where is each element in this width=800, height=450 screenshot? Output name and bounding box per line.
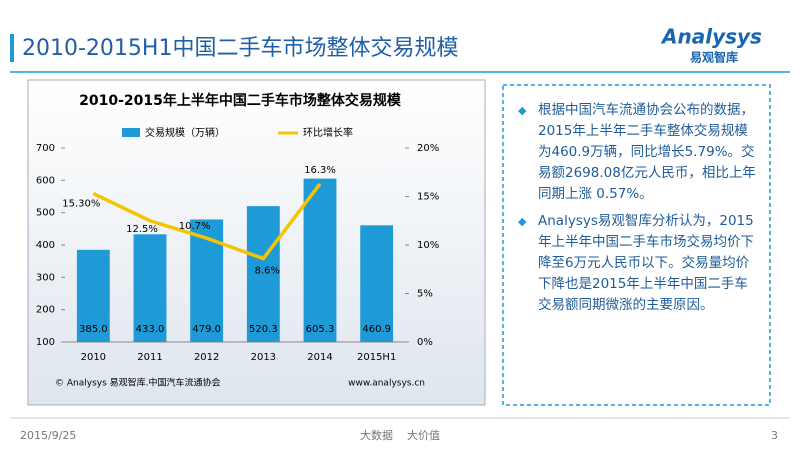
logo-sub: 易观智库 (690, 50, 738, 65)
y-tick-label: 700 (36, 143, 55, 154)
logo: Analysys (660, 25, 762, 49)
y2-tick-label: 0% (417, 337, 433, 348)
line (92, 182, 322, 261)
title-bar (10, 34, 14, 62)
y2-tick-label: 10% (417, 240, 439, 251)
x-tick-label: 2013 (251, 352, 276, 363)
bar (303, 178, 337, 342)
y2-tick-label: 15% (417, 192, 439, 203)
source: © Analysys 易观智库.中国汽车流通协会 (55, 377, 221, 389)
line-label: 8.6% (255, 266, 280, 277)
bar-label: 479.0 (192, 324, 221, 335)
line-label: 15.30% (62, 199, 100, 210)
y-tick-label: 400 (36, 240, 55, 251)
y-tick-label: 500 (36, 208, 55, 219)
bar-label: 460.9 (362, 324, 391, 335)
bar-label: 433.0 (136, 324, 165, 335)
y2-tick-label: 5% (417, 289, 433, 300)
bar (360, 225, 394, 342)
footer-date: 2015/9/25 (20, 429, 76, 442)
x-tick-label: 2011 (137, 352, 162, 363)
footer-slogan: 大数据 大价值 (360, 428, 440, 442)
y-tick-label: 600 (36, 175, 55, 186)
page-number: 3 (771, 429, 778, 442)
y2-tick-label: 20% (417, 143, 439, 154)
x-tick-label: 2015H1 (357, 352, 396, 363)
x-tick-label: 2012 (194, 352, 219, 363)
bar-label: 605.3 (306, 324, 335, 335)
y-tick-label: 100 (36, 337, 55, 348)
text-box (502, 84, 771, 406)
x-tick-label: 2014 (307, 352, 332, 363)
bar (133, 234, 167, 342)
x-tick-label: 2010 (81, 352, 106, 363)
chart-title: 2010-2015年上半年中国二手车市场整体交易规模 (79, 92, 402, 109)
bullet: 根据中国汽车流通协会公布的数据，2015年上半年二手车整体交易规模为460.9万… (518, 100, 758, 205)
line-label: 16.3% (304, 165, 336, 176)
legend-swatch (122, 128, 140, 137)
legend-label: 交易规模（万辆） (145, 126, 225, 139)
bullet: Analysys易观智库分析认为，2015年上半年中国二手车市场交易均价下降至6… (518, 211, 758, 316)
chart-panel (27, 79, 486, 406)
bullet-list: 根据中国汽车流通协会公布的数据，2015年上半年二手车整体交易规模为460.9万… (518, 100, 758, 322)
bar (246, 206, 280, 342)
y-tick-label: 200 (36, 305, 55, 316)
bar-label: 385.0 (79, 324, 108, 335)
bar-label: 520.3 (249, 324, 278, 335)
line-label: 10.7% (179, 221, 211, 232)
y-tick-label: 300 (36, 272, 55, 283)
legend-label: 环比增长率 (303, 126, 353, 139)
line-label: 12.5% (126, 224, 158, 235)
website: www.analysys.cn (348, 379, 425, 389)
bar (76, 249, 110, 342)
slide-title: 2010-2015H1中国二手车市场整体交易规模 (22, 36, 458, 61)
